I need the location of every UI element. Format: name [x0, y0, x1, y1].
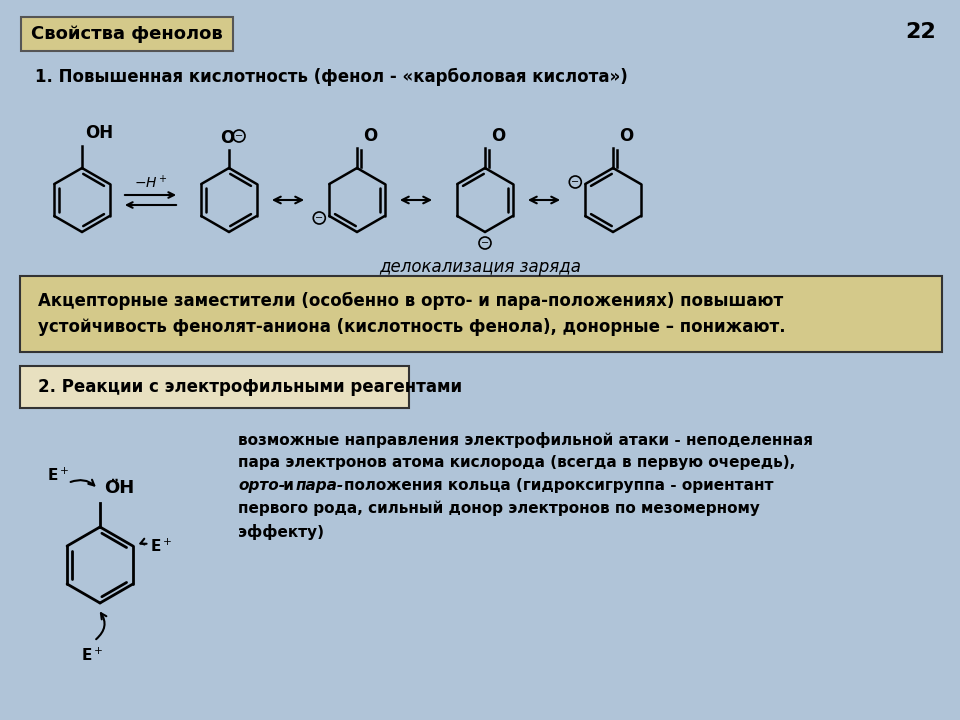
Text: устойчивость фенолят-аниона (кислотность фенола), донорные – понижают.: устойчивость фенолят-аниона (кислотность…	[38, 318, 785, 336]
Text: 1. Повышенная кислотность (фенол - «карболовая кислота»): 1. Повышенная кислотность (фенол - «карб…	[35, 68, 628, 86]
Text: возможные направления электрофильной атаки - неподеленная: возможные направления электрофильной ата…	[238, 432, 813, 448]
Text: O: O	[220, 129, 234, 147]
Text: первого рода, сильный донор электронов по мезомерному: первого рода, сильный донор электронов п…	[238, 501, 760, 516]
Text: O: O	[619, 127, 634, 145]
Text: O: O	[491, 127, 505, 145]
Text: E$^+$: E$^+$	[150, 537, 172, 554]
Text: −: −	[235, 131, 243, 141]
Text: пара-: пара-	[296, 478, 345, 493]
Text: −: −	[481, 238, 489, 248]
FancyBboxPatch shape	[20, 276, 942, 352]
Text: и: и	[278, 478, 300, 493]
Text: Свойства фенолов: Свойства фенолов	[31, 25, 223, 43]
Text: −: −	[315, 213, 324, 223]
Text: $-H^+$: $-H^+$	[133, 174, 167, 191]
Text: эффекту): эффекту)	[238, 524, 324, 540]
Text: положения кольца (гидроксигруппа - ориентант: положения кольца (гидроксигруппа - ориен…	[344, 478, 774, 493]
Text: Акцепторные заместители (особенно в орто- и пара-положениях) повышают: Акцепторные заместители (особенно в орто…	[38, 292, 783, 310]
Text: O: O	[363, 127, 377, 145]
Text: OH: OH	[85, 124, 113, 142]
Text: ÖH: ÖH	[104, 479, 134, 497]
FancyBboxPatch shape	[21, 17, 233, 51]
Text: E$^+$: E$^+$	[47, 467, 69, 484]
Text: E$^+$: E$^+$	[81, 647, 104, 664]
FancyBboxPatch shape	[20, 366, 409, 408]
Text: пара электронов атома кислорода (всегда в первую очередь),: пара электронов атома кислорода (всегда …	[238, 455, 795, 470]
Text: делокализация заряда: делокализация заряда	[379, 258, 581, 276]
Text: 2. Реакции с электрофильными реагентами: 2. Реакции с электрофильными реагентами	[38, 378, 462, 396]
Text: орто-: орто-	[238, 478, 285, 493]
Text: 22: 22	[905, 22, 936, 42]
Text: −: −	[571, 177, 579, 187]
